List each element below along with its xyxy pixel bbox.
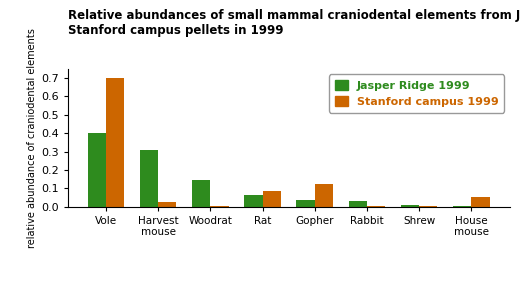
Bar — [401, 205, 419, 207]
Bar — [348, 201, 367, 207]
Bar — [88, 133, 106, 207]
Text: Relative abundances of small mammal craniodental elements from Jasper Ridge and
: Relative abundances of small mammal cran… — [68, 9, 520, 37]
Bar — [419, 206, 437, 207]
Bar — [158, 202, 176, 207]
Y-axis label: relative abundance of craniodental elements: relative abundance of craniodental eleme… — [27, 28, 36, 248]
Bar — [453, 206, 471, 207]
Legend: Jasper Ridge 1999, Stanford campus 1999: Jasper Ridge 1999, Stanford campus 1999 — [329, 74, 504, 113]
Bar — [244, 195, 263, 207]
Bar — [140, 150, 158, 207]
Bar — [367, 206, 385, 207]
Bar — [296, 200, 315, 207]
Bar — [192, 180, 210, 207]
Bar — [106, 78, 124, 207]
Bar — [263, 191, 281, 207]
Bar — [471, 197, 489, 207]
Bar — [315, 184, 333, 207]
Bar — [210, 206, 229, 207]
